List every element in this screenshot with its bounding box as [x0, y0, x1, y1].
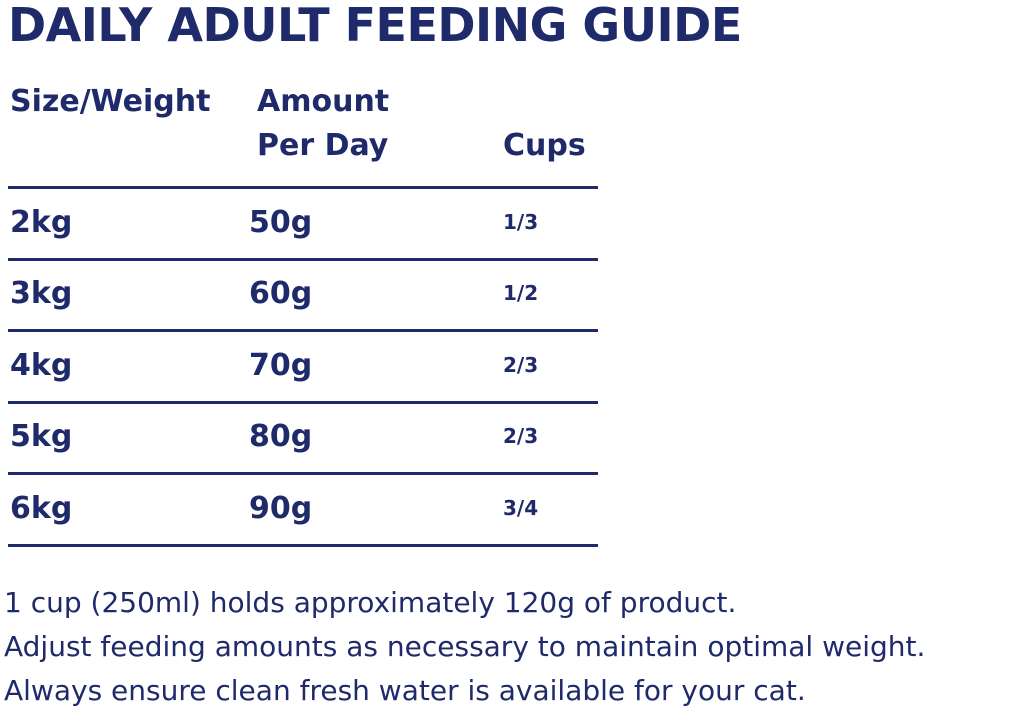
table-cell: 3kg [10, 276, 73, 312]
rule [8, 543, 598, 547]
header-cell: Amount Per Day [257, 84, 390, 163]
table-cell: 5kg [10, 419, 73, 455]
table-cell: 80g [249, 419, 313, 455]
table-cell: 50g [249, 204, 313, 240]
note-line: Always ensure clean fresh water is avail… [4, 674, 806, 707]
note-line: Adjust feeding amounts as necessary to m… [4, 630, 926, 663]
cups-cell: 1/3 [503, 209, 539, 234]
cups-cell: 3/4 [503, 495, 539, 520]
header-cell: Cups [503, 128, 586, 163]
note-line: 1 cup (250ml) holds approximately 120g o… [4, 586, 737, 619]
cups-cell: 2/3 [503, 352, 539, 377]
cups-cell: 2/3 [503, 424, 539, 449]
table-cell: 70g [249, 347, 313, 383]
table-cell: 90g [249, 490, 313, 526]
rule [8, 257, 598, 261]
table-cell: 2kg [10, 204, 73, 240]
cups-cell: 1/2 [503, 281, 539, 306]
table-cell: 4kg [10, 347, 73, 383]
rule [8, 472, 598, 475]
title: DAILY ADULT FEEDING GUIDE [8, 0, 742, 52]
rule [8, 400, 598, 404]
table-cell: 6kg [10, 490, 73, 526]
rule [8, 329, 598, 332]
header-cell: Size/Weight [10, 84, 211, 119]
rule [8, 186, 598, 189]
table-cell: 60g [249, 276, 313, 312]
